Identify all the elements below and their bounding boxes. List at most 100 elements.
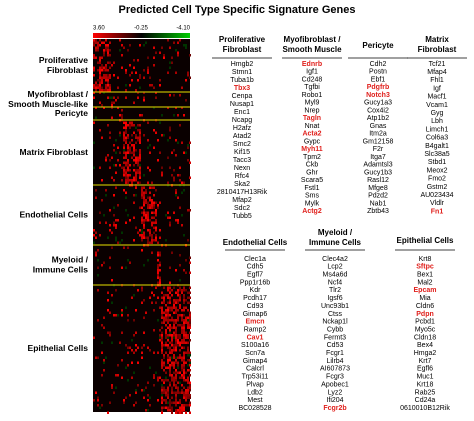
heatmap-cell bbox=[161, 339, 163, 342]
heatmap-cell bbox=[189, 271, 191, 274]
heatmap-cell bbox=[103, 261, 105, 264]
heatmap-cell bbox=[169, 329, 171, 332]
heatmap-cell bbox=[171, 376, 173, 379]
heatmap-cell bbox=[93, 66, 95, 69]
heatmap-cell bbox=[97, 259, 99, 262]
heatmap-cell bbox=[115, 219, 117, 222]
heatmap-cell bbox=[99, 101, 101, 104]
heatmap-cell bbox=[125, 344, 127, 347]
heatmap-cell bbox=[125, 126, 127, 129]
heatmap-cell bbox=[113, 391, 115, 394]
gene-name: Tubb5 bbox=[232, 213, 252, 220]
heatmap-cell bbox=[99, 221, 101, 224]
heatmap-cell bbox=[95, 391, 97, 394]
heatmap-cell bbox=[169, 296, 171, 299]
heatmap-cell bbox=[185, 316, 187, 319]
heatmap-cell bbox=[125, 129, 127, 132]
figure-title: Predicted Cell Type Specific Signature G… bbox=[119, 4, 356, 16]
heatmap-cell bbox=[149, 241, 151, 244]
heatmap-cell bbox=[179, 349, 181, 352]
heatmap-cell bbox=[169, 326, 171, 329]
gene-name: S100a16 bbox=[241, 342, 269, 349]
heatmap-cell bbox=[111, 279, 113, 282]
gene-name: Sdc2 bbox=[234, 205, 250, 212]
gene-name: Stbd1 bbox=[428, 159, 446, 166]
heatmap-cell bbox=[149, 191, 151, 194]
heatmap-cell bbox=[111, 106, 113, 109]
gene-name: Ctss bbox=[328, 311, 343, 318]
heatmap-cell bbox=[141, 301, 143, 304]
heatmap-cell bbox=[161, 314, 163, 317]
heatmap-cell bbox=[139, 136, 141, 139]
heatmap-cell bbox=[163, 369, 165, 372]
heatmap-cell bbox=[131, 151, 133, 154]
heatmap-cell bbox=[171, 306, 173, 309]
heatmap-cell bbox=[107, 291, 109, 294]
heatmap-cell bbox=[105, 86, 107, 89]
heatmap-cell bbox=[95, 39, 97, 42]
heatmap-cell bbox=[181, 289, 183, 292]
heatmap-cell bbox=[145, 214, 147, 217]
heatmap-cell bbox=[121, 54, 123, 57]
heatmap-cell bbox=[125, 171, 127, 174]
heatmap-cell bbox=[143, 214, 145, 217]
heatmap-cell bbox=[175, 349, 177, 352]
heatmap-cell bbox=[135, 126, 137, 129]
heatmap-cell bbox=[167, 361, 169, 364]
heatmap-cell bbox=[179, 381, 181, 384]
heatmap-cell bbox=[163, 389, 165, 392]
heatmap-cell bbox=[99, 76, 101, 79]
gene-name: Ghr bbox=[306, 169, 318, 176]
heatmap-cell bbox=[175, 376, 177, 379]
heatmap-cell bbox=[185, 371, 187, 374]
heatmap-cell bbox=[169, 399, 171, 402]
heatmap-cell bbox=[129, 44, 131, 47]
heatmap-cell bbox=[185, 151, 187, 154]
gene-name: Fcgr3 bbox=[326, 374, 344, 381]
heatmap-cell bbox=[183, 334, 185, 337]
gene-name: Ramp2 bbox=[244, 326, 267, 333]
heatmap-cell bbox=[155, 91, 157, 94]
gene-name: Ms4a6d bbox=[323, 272, 348, 279]
heatmap-cell bbox=[159, 376, 161, 379]
heatmap-cell bbox=[183, 306, 185, 309]
gene-name: AI607873 bbox=[320, 366, 350, 373]
heatmap-cell bbox=[159, 79, 161, 82]
heatmap-cell bbox=[105, 159, 107, 162]
heatmap-cell bbox=[109, 334, 111, 337]
heatmap-cell bbox=[159, 269, 161, 272]
gene-name: Plvap bbox=[246, 381, 264, 388]
heatmap-cell bbox=[177, 54, 179, 57]
heatmap-cell bbox=[97, 396, 99, 399]
heatmap-cell bbox=[151, 211, 153, 214]
heatmap-cell bbox=[143, 219, 145, 222]
heatmap-cell bbox=[105, 356, 107, 359]
heatmap-cell bbox=[173, 311, 175, 314]
gene-name: Stmn1 bbox=[232, 69, 252, 76]
heatmap-cell bbox=[129, 174, 131, 177]
heatmap-cell bbox=[107, 69, 109, 72]
heatmap-cell bbox=[115, 236, 117, 239]
heatmap-cell bbox=[129, 219, 131, 222]
heatmap-cell bbox=[137, 96, 139, 99]
heatmap-cell bbox=[137, 124, 139, 127]
heatmap-cell bbox=[141, 211, 143, 214]
heatmap-cell bbox=[149, 169, 151, 172]
heatmap-cell bbox=[167, 301, 169, 304]
heatmap-cell bbox=[185, 299, 187, 302]
heatmap-cell bbox=[137, 171, 139, 174]
heatmap-cell bbox=[111, 301, 113, 304]
heatmap-cell bbox=[139, 114, 141, 117]
heatmap-cell bbox=[173, 41, 175, 44]
heatmap-cell bbox=[153, 329, 155, 332]
heatmap-cell bbox=[181, 86, 183, 89]
heatmap-cell bbox=[185, 46, 187, 49]
heatmap-cell bbox=[133, 131, 135, 134]
heatmap-cell bbox=[147, 56, 149, 59]
heatmap-cell bbox=[139, 74, 141, 77]
heatmap-cell bbox=[167, 326, 169, 329]
group-label: Matrix Fibroblast bbox=[20, 147, 89, 157]
gene-name: Emcn bbox=[245, 319, 264, 326]
heatmap-cell bbox=[161, 291, 163, 294]
heatmap-cell bbox=[175, 356, 177, 359]
